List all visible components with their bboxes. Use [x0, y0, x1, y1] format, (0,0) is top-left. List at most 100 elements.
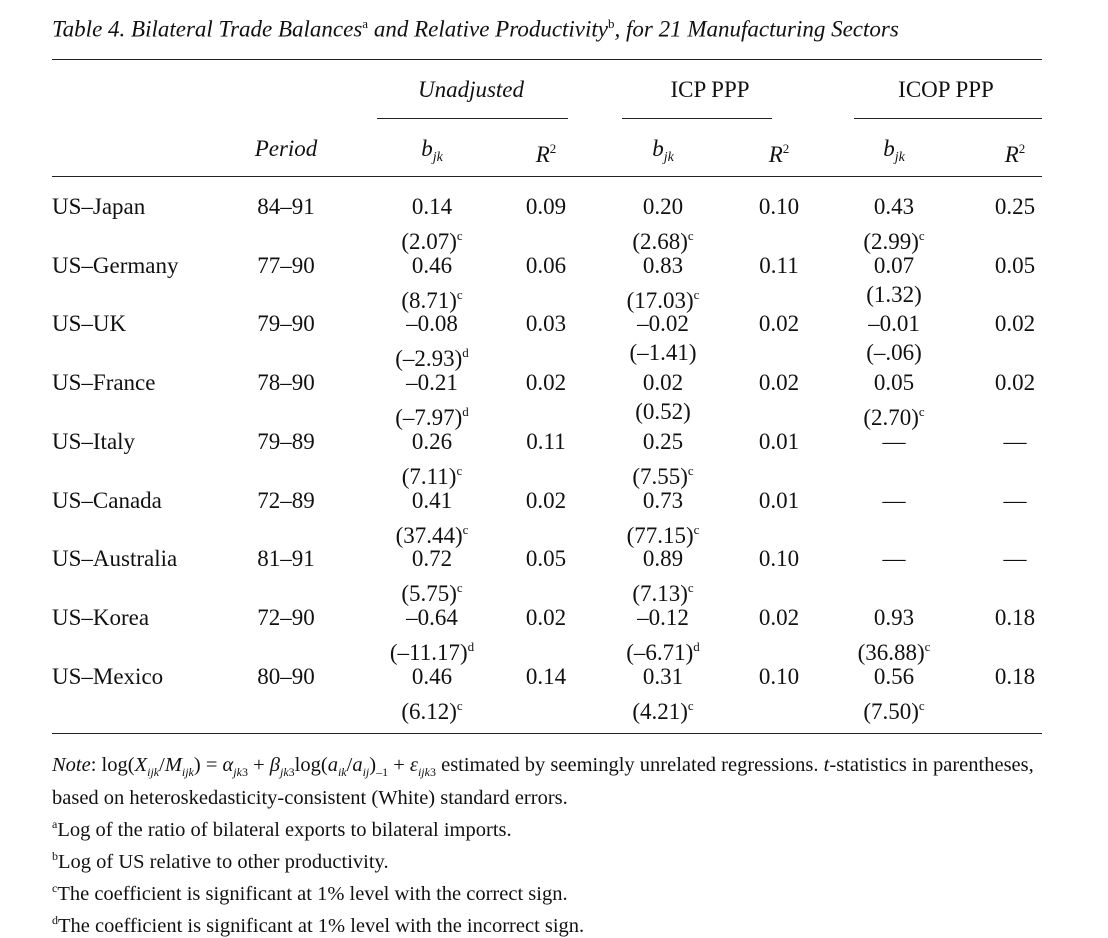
col-header-icp-b: bjk	[652, 136, 674, 165]
group-header-icop: ICOP PPP	[898, 77, 994, 102]
significance-mark: c	[918, 404, 925, 419]
table-notes: Note: log(Xijk/Mijk) = αjk3 + βjk3log(ai…	[52, 752, 1052, 938]
value-cell: –0.12	[637, 605, 689, 630]
value-cell: 0.05	[525, 546, 567, 571]
period-cell: 78–90	[257, 370, 315, 395]
significance-mark: c	[687, 463, 694, 478]
t-stat-cell: (2.70)c	[863, 404, 925, 430]
value-cell: 0.14	[411, 194, 453, 219]
period-cell: 72–90	[257, 605, 315, 630]
value-cell: 0.83	[642, 253, 684, 278]
group-header-icp: ICP PPP	[670, 77, 750, 102]
value-cell: 0.02	[525, 605, 567, 630]
t-stat-cell: (0.52)	[635, 399, 691, 424]
period-cell: 84–91	[257, 194, 315, 219]
significance-mark: c	[456, 463, 463, 478]
value-cell: 0.73	[642, 488, 684, 513]
value-cell: 0.46	[411, 664, 453, 689]
value-cell: 0.31	[642, 664, 684, 689]
group-rule-unadjusted	[377, 118, 568, 119]
table-caption: Table 4. Bilateral Trade Balancesa and R…	[52, 16, 899, 43]
t-stat-cell: (5.75)c	[401, 580, 463, 606]
t-stat-cell: (–6.71)d	[626, 639, 700, 665]
value-cell: 0.46	[411, 253, 453, 278]
caption-text-3: , for 21 Manufacturing Sectors	[614, 16, 899, 42]
value-cell: 0.18	[994, 605, 1036, 630]
row-label: US–France	[52, 370, 156, 395]
significance-mark: d	[467, 639, 475, 654]
value-cell: 0.01	[758, 429, 800, 454]
significance-mark: c	[687, 698, 694, 713]
note-b: bLog of US relative to other productivit…	[52, 848, 389, 873]
value-cell: 0.03	[525, 311, 567, 336]
value-cell: 0.25	[642, 429, 684, 454]
header-rule	[52, 176, 1042, 177]
value-cell: 0.02	[642, 370, 684, 395]
row-label: US–Mexico	[52, 664, 164, 689]
value-cell: –0.08	[406, 311, 458, 336]
caption-mark-a: a	[362, 16, 369, 31]
value-cell: 0.11	[759, 253, 799, 278]
row-label: US–Korea	[52, 605, 150, 630]
t-stat-cell: (6.12)c	[401, 698, 463, 724]
t-stat-cell: (7.55)c	[632, 463, 694, 489]
significance-mark: d	[462, 345, 469, 360]
t-stat-cell: (8.71)c	[401, 287, 463, 313]
period-cell: 77–90	[257, 253, 315, 278]
t-stat-cell: (2.99)c	[863, 228, 925, 254]
value-cell: —	[882, 546, 906, 571]
significance-mark: c	[924, 639, 931, 654]
t-stat-cell: (–.06)	[866, 340, 922, 365]
t-stat-cell: (–2.93)d	[395, 345, 469, 371]
value-cell: 0.89	[642, 546, 684, 571]
col-header-icop-r2: R2	[1004, 141, 1026, 167]
note-d: dThe coefficient is significant at 1% le…	[52, 912, 585, 937]
significance-mark: c	[918, 228, 925, 243]
value-cell: 0.06	[525, 253, 567, 278]
significance-mark: c	[456, 287, 463, 302]
value-cell: —	[1003, 488, 1027, 513]
period-cell: 80–90	[257, 664, 315, 689]
col-header-unadj-b: bjk	[421, 136, 443, 165]
significance-mark: c	[687, 580, 694, 595]
period-cell: 81–91	[257, 546, 315, 571]
t-stat-cell: (7.11)c	[401, 463, 463, 489]
value-cell: 0.02	[525, 370, 567, 395]
t-stat-cell: (17.03)c	[626, 287, 700, 313]
t-stat-cell: (–11.17)d	[389, 639, 475, 665]
period-cell: 79–90	[257, 311, 315, 336]
value-cell: 0.25	[994, 194, 1036, 219]
value-cell: 0.10	[758, 546, 800, 571]
col-header-icp-r2: R2	[768, 141, 790, 167]
value-cell: 0.41	[411, 488, 453, 513]
value-cell: 0.02	[994, 311, 1036, 336]
significance-mark: c	[687, 228, 694, 243]
value-cell: 0.56	[873, 664, 915, 689]
bottom-rule	[52, 733, 1042, 734]
t-stat-cell: (–1.41)	[629, 340, 697, 365]
value-cell: 0.18	[994, 664, 1036, 689]
value-cell: 0.14	[525, 664, 567, 689]
value-cell: –0.64	[406, 605, 458, 630]
row-label: US–Canada	[52, 488, 162, 513]
value-cell: 0.43	[873, 194, 915, 219]
period-cell: 79–89	[257, 429, 315, 454]
value-cell: 0.02	[758, 370, 800, 395]
group-header-unadjusted: Unadjusted	[417, 77, 525, 102]
col-header-period: Period	[254, 136, 318, 161]
t-stat-cell: (–7.97)d	[395, 404, 469, 430]
significance-mark: d	[693, 639, 700, 654]
t-stat-cell: (7.50)c	[863, 698, 925, 724]
value-cell: 0.05	[873, 370, 915, 395]
value-cell: —	[882, 429, 906, 454]
significance-mark: c	[918, 698, 925, 713]
significance-mark: c	[456, 228, 463, 243]
value-cell: 0.20	[642, 194, 684, 219]
period-cell: 72–89	[257, 488, 315, 513]
value-cell: 0.09	[525, 194, 567, 219]
value-cell: 0.02	[994, 370, 1036, 395]
note-a: aLog of the ratio of bilateral exports t…	[52, 817, 512, 841]
row-label: US–Japan	[52, 194, 146, 219]
t-stat-cell: (77.15)c	[626, 522, 700, 548]
value-cell: 0.07	[873, 253, 915, 278]
